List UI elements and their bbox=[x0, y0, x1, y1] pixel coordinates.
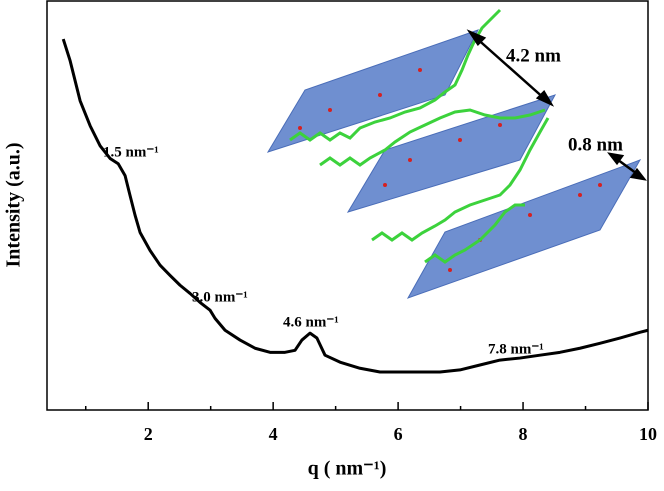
annotation: 7.8 nm⁻¹ bbox=[488, 341, 544, 357]
annotation: 3.0 nm⁻¹ bbox=[192, 289, 248, 305]
annotation: 4.6 nm⁻¹ bbox=[283, 314, 339, 330]
annotation: 4.2 nm bbox=[506, 45, 561, 66]
red-atoms bbox=[298, 68, 602, 272]
x-tick-label: 2 bbox=[144, 424, 153, 444]
sheet bbox=[266, 29, 480, 153]
molecule-illustration bbox=[266, 8, 647, 299]
annotation: 0.8 nm bbox=[568, 134, 623, 155]
x-tick-label: 6 bbox=[394, 424, 403, 444]
x-tick-label: 4 bbox=[269, 424, 278, 444]
dimension-arrows bbox=[466, 29, 647, 181]
x-axis-label: q ( nm⁻¹) bbox=[308, 458, 387, 480]
sheet bbox=[406, 159, 642, 299]
y-axis-label: Intensity (a.u.) bbox=[3, 142, 25, 267]
x-tick-label: 8 bbox=[519, 424, 528, 444]
annotation: 1.5 nm⁻¹ bbox=[103, 144, 159, 160]
sheet bbox=[346, 94, 557, 213]
x-tick-label: 10 bbox=[639, 424, 657, 444]
plot-frame bbox=[46, 0, 649, 411]
alkyl-chains bbox=[289, 8, 550, 264]
data-line bbox=[61, 38, 649, 374]
